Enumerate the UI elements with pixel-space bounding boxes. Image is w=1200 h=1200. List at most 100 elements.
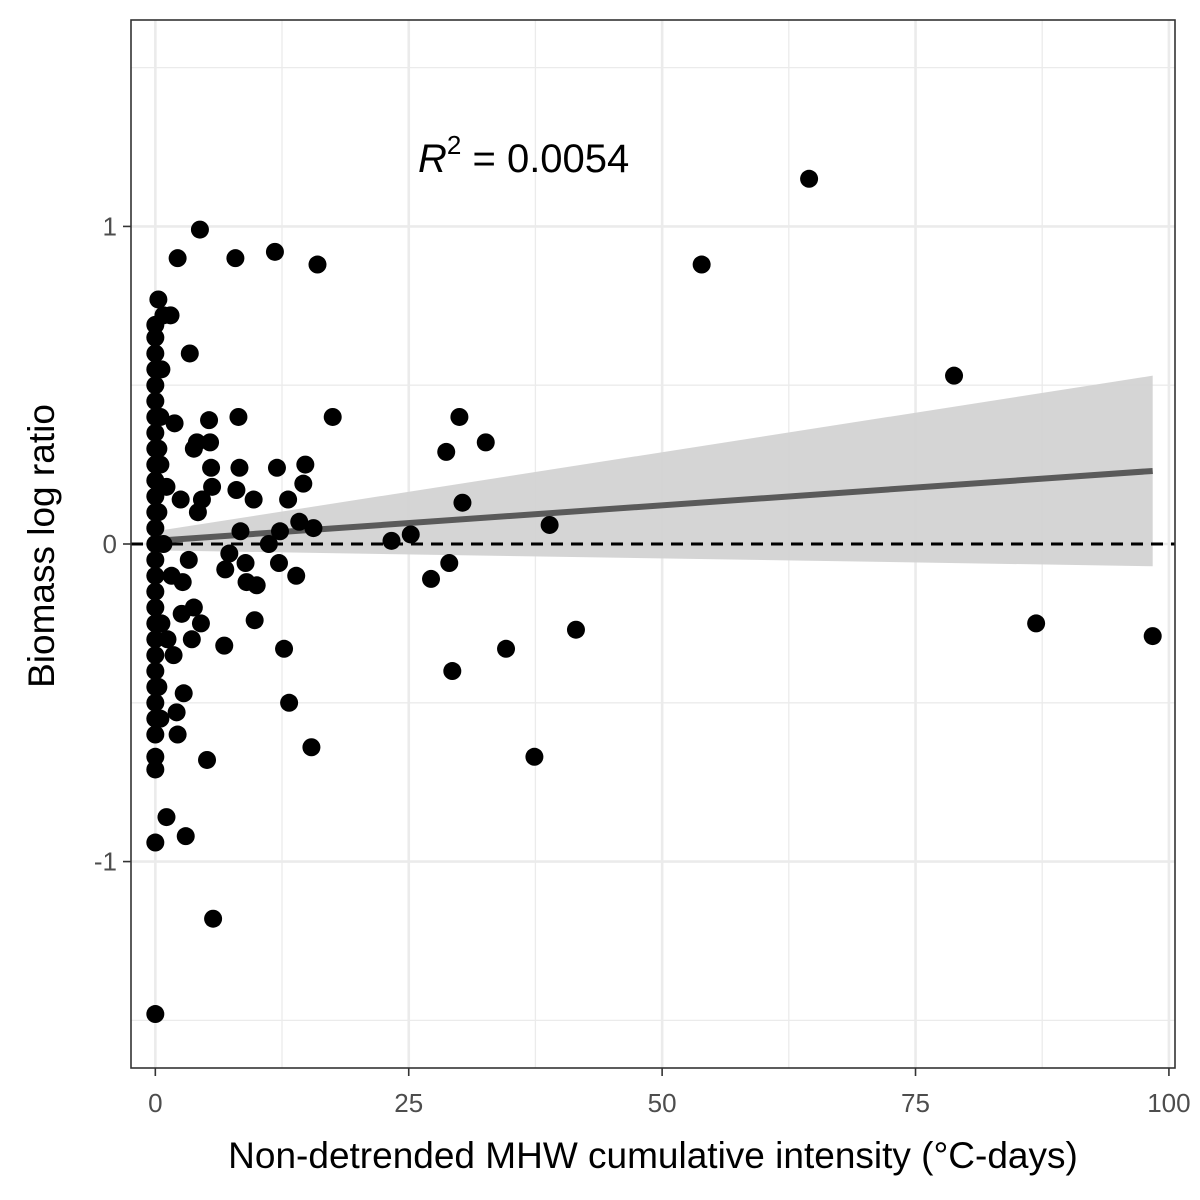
data-point bbox=[146, 598, 165, 617]
data-point bbox=[146, 693, 165, 712]
data-point bbox=[259, 535, 278, 553]
data-point bbox=[540, 515, 559, 534]
data-point bbox=[146, 392, 165, 411]
data-point bbox=[247, 576, 266, 595]
data-point bbox=[180, 344, 199, 363]
data-point bbox=[151, 407, 170, 426]
data-point bbox=[294, 474, 313, 493]
data-point bbox=[161, 306, 180, 325]
data-point bbox=[443, 662, 462, 681]
data-point bbox=[191, 614, 210, 633]
data-point bbox=[203, 477, 222, 496]
data-point bbox=[800, 169, 819, 188]
data-point bbox=[171, 490, 190, 509]
data-point bbox=[215, 636, 234, 655]
r-squared-value: = 0.0054 bbox=[461, 137, 629, 181]
data-point bbox=[146, 662, 165, 681]
data-point bbox=[476, 433, 495, 452]
x-tick-label: 75 bbox=[901, 1088, 930, 1118]
data-point bbox=[149, 677, 168, 696]
data-point bbox=[146, 423, 165, 442]
data-point bbox=[179, 550, 198, 569]
data-point bbox=[201, 433, 220, 452]
data-point bbox=[165, 414, 184, 433]
data-point bbox=[287, 566, 306, 585]
data-point bbox=[220, 544, 239, 563]
data-point bbox=[167, 703, 186, 722]
confidence-band-layer bbox=[155, 375, 1153, 567]
data-point bbox=[146, 328, 165, 347]
data-point bbox=[323, 407, 342, 426]
data-point bbox=[151, 455, 170, 474]
data-point bbox=[267, 458, 286, 477]
data-point bbox=[945, 366, 964, 385]
data-point bbox=[168, 249, 187, 268]
x-tick-label: 100 bbox=[1147, 1088, 1190, 1118]
data-point bbox=[422, 569, 441, 588]
data-point bbox=[149, 439, 168, 458]
data-point bbox=[146, 760, 165, 779]
data-point bbox=[401, 525, 420, 544]
data-point bbox=[308, 255, 327, 274]
data-point bbox=[192, 490, 211, 509]
data-point bbox=[173, 573, 192, 592]
data-point bbox=[204, 909, 223, 928]
data-point bbox=[149, 290, 168, 309]
data-point bbox=[176, 827, 195, 846]
data-point bbox=[164, 646, 183, 665]
data-point bbox=[296, 455, 315, 474]
data-point bbox=[302, 738, 321, 757]
data-point bbox=[440, 554, 459, 573]
data-point bbox=[244, 490, 263, 509]
data-point bbox=[157, 477, 176, 496]
data-point bbox=[184, 598, 203, 617]
data-point bbox=[152, 614, 171, 633]
x-tick-label: 0 bbox=[148, 1088, 162, 1118]
data-point bbox=[290, 512, 309, 531]
data-point bbox=[200, 411, 219, 430]
data-point bbox=[279, 490, 298, 509]
data-point bbox=[146, 725, 165, 744]
x-tick-label: 50 bbox=[648, 1088, 677, 1118]
data-point bbox=[182, 630, 201, 649]
r-superscript: 2 bbox=[447, 130, 461, 160]
data-point bbox=[146, 519, 165, 538]
confidence-band bbox=[155, 375, 1153, 567]
data-point bbox=[497, 639, 516, 658]
data-point bbox=[187, 433, 206, 452]
data-point bbox=[231, 522, 250, 541]
data-point bbox=[190, 220, 209, 239]
data-points bbox=[146, 169, 1162, 1024]
data-point bbox=[453, 493, 472, 512]
data-point bbox=[202, 458, 221, 477]
y-tick-label: 0 bbox=[103, 529, 117, 559]
y-axis-ticks: -1 0 1 bbox=[94, 211, 131, 877]
data-point bbox=[1143, 627, 1162, 646]
data-point bbox=[168, 725, 187, 744]
data-point bbox=[265, 242, 284, 261]
data-point bbox=[216, 560, 235, 579]
data-point bbox=[146, 376, 165, 395]
data-point bbox=[450, 407, 469, 426]
r-squared-annotation: R2 = 0.0054 bbox=[418, 130, 629, 181]
data-point bbox=[226, 249, 245, 268]
x-axis-title: Non-detrended MHW cumulative intensity (… bbox=[228, 1135, 1078, 1176]
data-point bbox=[152, 360, 171, 379]
y-axis-title: Biomass log ratio bbox=[21, 404, 62, 688]
data-point bbox=[270, 522, 289, 541]
data-point bbox=[304, 519, 323, 538]
data-point bbox=[692, 255, 711, 274]
y-tick-label: 1 bbox=[103, 211, 117, 241]
x-tick-label: 25 bbox=[394, 1088, 423, 1118]
data-point bbox=[382, 531, 401, 550]
data-point bbox=[275, 639, 294, 658]
data-point bbox=[146, 1005, 165, 1024]
data-point bbox=[146, 747, 165, 766]
data-point bbox=[174, 684, 193, 703]
data-point bbox=[230, 458, 249, 477]
data-point bbox=[437, 442, 456, 461]
data-point bbox=[280, 693, 299, 712]
data-point bbox=[146, 833, 165, 852]
